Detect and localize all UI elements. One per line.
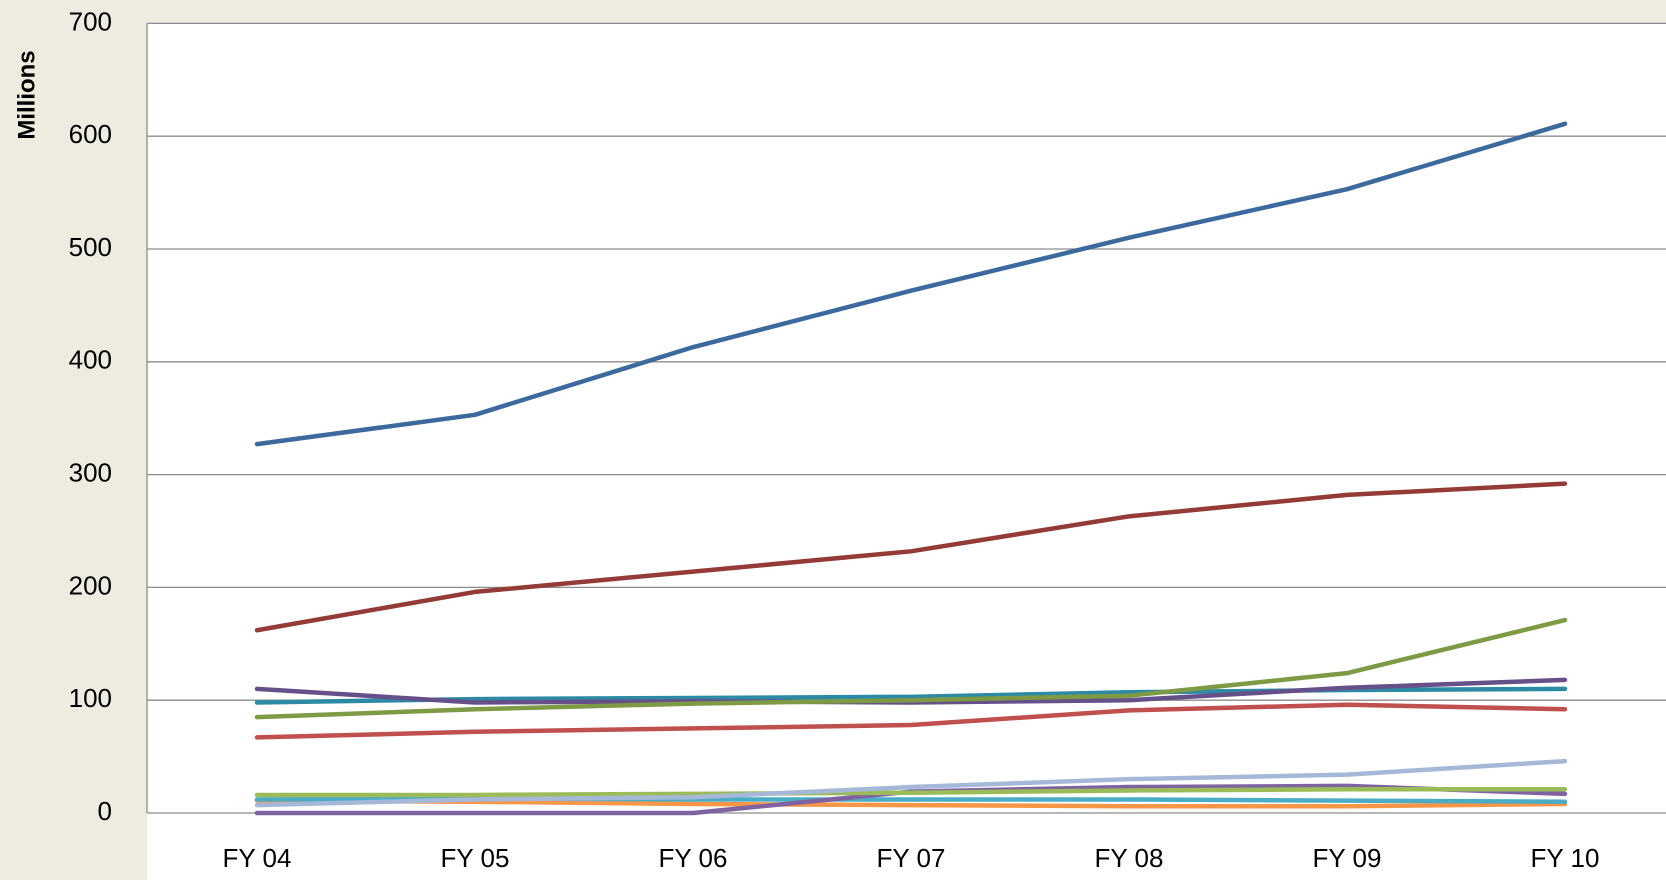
x-tick-label: FY 04 [223, 843, 292, 873]
x-tick-label: FY 09 [1313, 843, 1382, 873]
x-tick-label: FY 05 [441, 843, 510, 873]
x-tick-label: FY 10 [1531, 843, 1600, 873]
series-line [254, 686, 1568, 705]
y-axis-label: Millions [13, 50, 40, 139]
y-tick-label: 200 [69, 570, 112, 600]
series-line [254, 758, 1568, 808]
series-line [254, 617, 1568, 720]
y-tick-label: 300 [69, 457, 112, 487]
series-line [254, 121, 1568, 447]
series-line [254, 798, 1568, 809]
series-line [254, 677, 1568, 705]
y-tick-label: 600 [69, 119, 112, 149]
y-tick-label: 500 [69, 232, 112, 262]
series-line [254, 787, 1568, 798]
y-tick-label: 0 [98, 796, 112, 826]
y-tick-label: 700 [69, 6, 112, 36]
y-tick-label: 400 [69, 345, 112, 375]
series-line [254, 481, 1568, 633]
x-tick-label: FY 08 [1095, 843, 1164, 873]
x-tick-label: FY 06 [659, 843, 728, 873]
y-tick-label: 100 [69, 683, 112, 713]
x-tick-label: FY 07 [877, 843, 946, 873]
series-line [254, 702, 1568, 740]
plot-area [147, 23, 1666, 880]
